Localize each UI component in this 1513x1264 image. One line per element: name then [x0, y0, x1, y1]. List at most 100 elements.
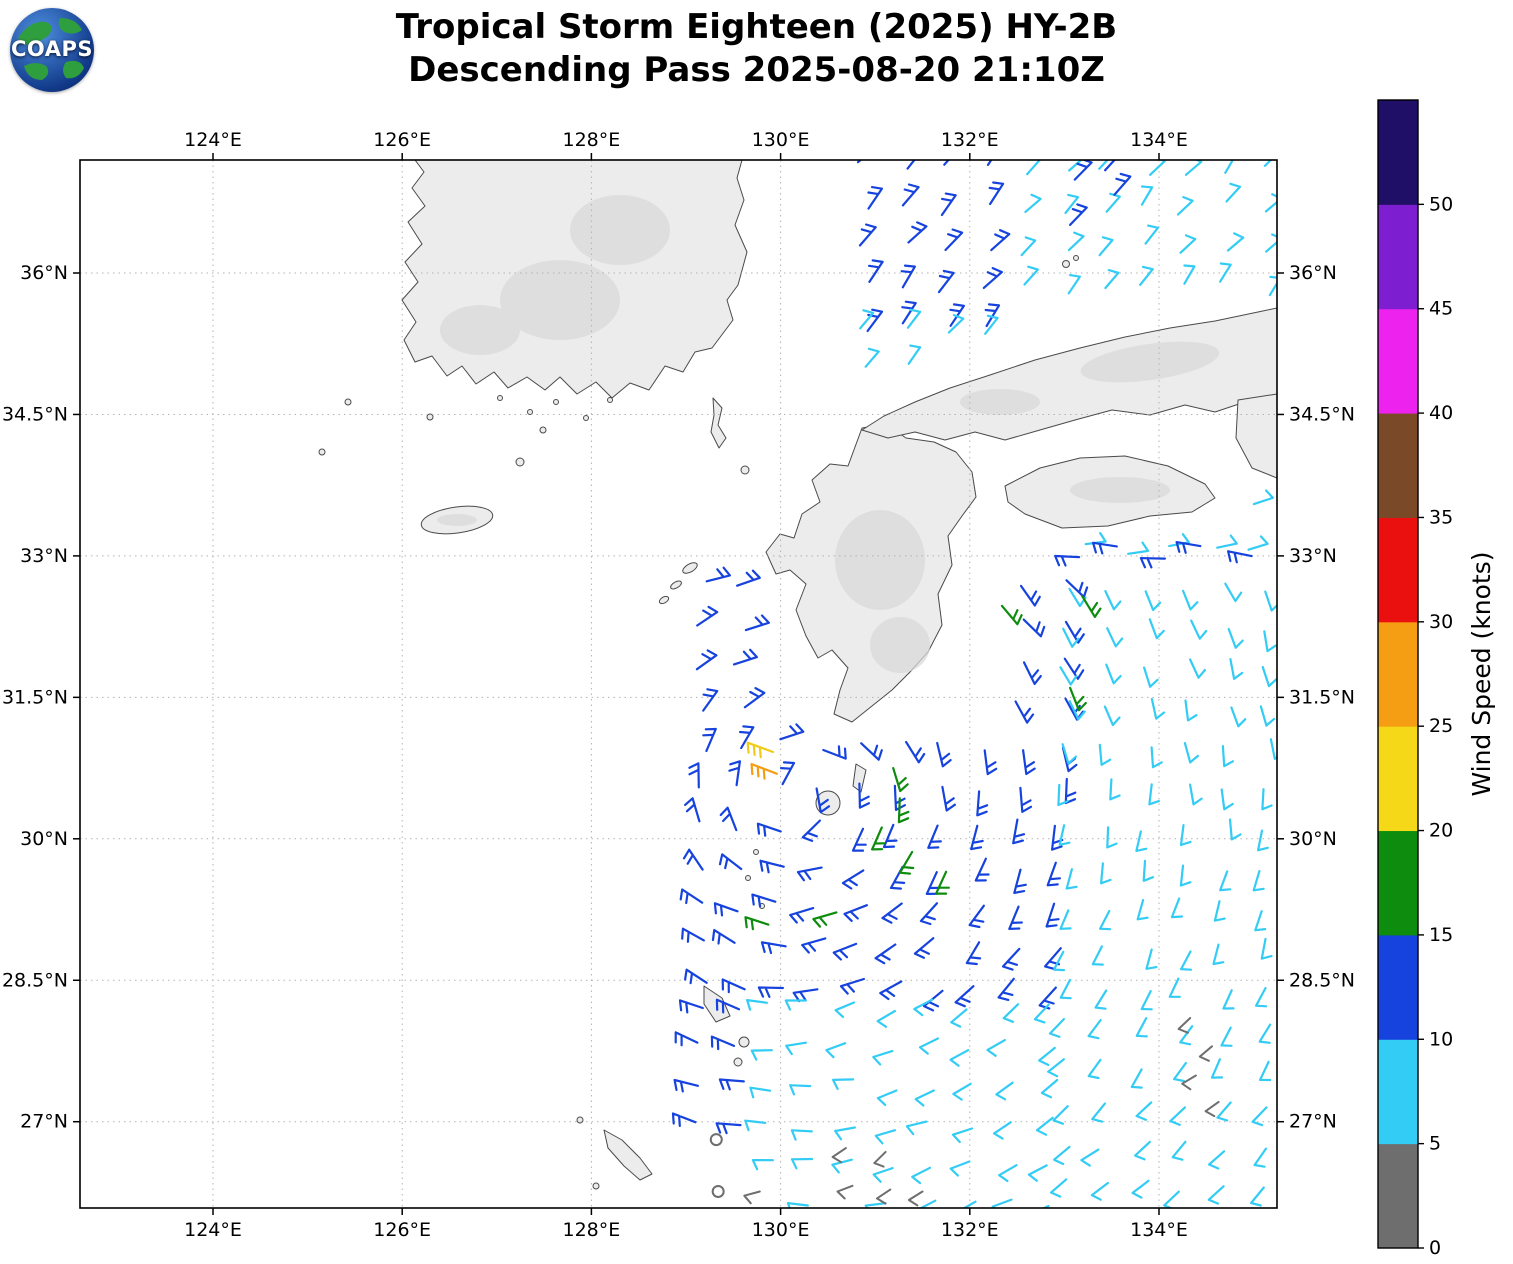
wind-barb — [882, 823, 898, 849]
colorbar-segment — [1378, 830, 1418, 936]
colorbar-segment — [1378, 1143, 1418, 1249]
wind-barb — [1087, 1019, 1102, 1040]
axis-tick-label: 33°N — [1289, 545, 1337, 567]
wind-barb — [1216, 1101, 1232, 1122]
wind-barb — [1104, 160, 1116, 172]
wind-barb — [678, 999, 704, 1014]
wind-barb — [1135, 1017, 1148, 1038]
axis-tick-label: 132°E — [941, 1219, 999, 1241]
wind-barb — [1143, 666, 1159, 688]
wind-barb — [679, 888, 704, 905]
wind-barb — [995, 1081, 1014, 1101]
wind-barb — [1258, 1023, 1272, 1044]
colorbar: 0 5 10 15 20 25 30 35 40 45 50 Wind Speed (knots) — [1377, 99, 1496, 1259]
wind-barb — [1000, 604, 1023, 626]
wind-barb — [1221, 745, 1234, 768]
axis-tick-label: 126°E — [373, 129, 431, 151]
wind-barb — [1047, 1058, 1065, 1078]
wind-barb — [937, 269, 955, 294]
wind-barb — [998, 1164, 1018, 1183]
wind-barb — [1059, 909, 1072, 930]
wind-barb — [1106, 826, 1118, 849]
wind-barb — [1087, 1058, 1102, 1080]
colorbar-tick-label: 5 — [1429, 1133, 1441, 1155]
wind-barb — [970, 824, 984, 851]
wind-barb — [911, 1166, 932, 1185]
wind-barb — [1216, 534, 1238, 549]
wind-barb — [927, 824, 942, 849]
wind-barb — [736, 569, 761, 587]
wind-barb — [1131, 1179, 1150, 1199]
wind-barb — [1210, 1058, 1224, 1079]
wind-barb — [1130, 1068, 1143, 1089]
axis-tick-label: 134°E — [1130, 1219, 1188, 1241]
wind-barb — [1048, 1018, 1065, 1038]
wind-barb — [962, 1200, 977, 1208]
wind-barb — [1264, 193, 1277, 213]
wind-barb — [801, 937, 827, 954]
wind-barb — [1212, 943, 1225, 966]
wind-barb — [1139, 265, 1154, 286]
wind-barb — [947, 314, 965, 334]
wind-barb — [907, 221, 928, 244]
wind-barb — [991, 1198, 1013, 1208]
wind-barb — [749, 1209, 769, 1218]
wind-barb — [1099, 909, 1112, 931]
wind-barb — [1050, 1178, 1068, 1198]
wind-barb — [1250, 1186, 1265, 1207]
wind-barb — [1081, 595, 1102, 618]
wind-barb — [872, 1049, 894, 1066]
wind-barb — [1204, 1100, 1220, 1118]
wind-barb — [718, 1078, 745, 1091]
wind-barb — [1171, 1140, 1187, 1161]
wind-barb — [744, 1119, 767, 1132]
wind-barb — [1257, 829, 1269, 852]
wind-barb — [1113, 172, 1132, 196]
wind-barb — [874, 943, 897, 965]
colorbar-segment — [1378, 934, 1418, 1040]
wind-barb — [728, 760, 741, 787]
wind-barb — [671, 1112, 697, 1127]
wind-barb — [789, 907, 815, 924]
axis-tick-label: 130°E — [752, 1219, 810, 1241]
wind-barb — [702, 727, 717, 753]
wind-barb — [986, 1039, 1006, 1057]
wind-barb — [743, 687, 766, 709]
wind-barb — [864, 1202, 887, 1208]
wind-barb — [721, 978, 746, 994]
wind-barb — [901, 300, 917, 325]
wind-barb — [1140, 185, 1154, 206]
colorbar-tick-label: 0 — [1429, 1237, 1441, 1259]
wind-barb — [944, 228, 964, 252]
wind-barb — [1140, 990, 1153, 1011]
wind-barb — [914, 1089, 935, 1107]
wind-barb — [1226, 232, 1245, 252]
wind-barb — [1176, 196, 1194, 216]
wind-barb — [1247, 535, 1269, 551]
wind-barb — [713, 902, 739, 917]
wind-barb — [1033, 1003, 1050, 1024]
wind-barb — [746, 741, 775, 759]
wind-barb — [1069, 686, 1087, 712]
wind-barb — [792, 988, 819, 1003]
wind-barb — [860, 742, 883, 761]
wind-barb — [898, 850, 915, 875]
wind-barb — [1067, 231, 1085, 252]
wind-barb — [993, 1121, 1012, 1140]
wind-barb — [949, 1160, 971, 1177]
colorbar-tick-label: 40 — [1429, 402, 1453, 424]
wind-barb — [790, 1129, 813, 1141]
wind-barb — [1224, 160, 1235, 174]
wind-barb — [1148, 618, 1165, 640]
wind-barb — [1065, 579, 1089, 598]
wind-barb — [968, 904, 985, 929]
land-yakushima — [815, 790, 841, 816]
wind-barb — [1180, 950, 1193, 971]
wind-barb — [1001, 947, 1021, 971]
wind-barb — [1222, 989, 1235, 1010]
wind-barb — [834, 1001, 856, 1018]
wind-barb — [1260, 937, 1273, 960]
axis-tick-label: 128°E — [563, 129, 621, 151]
wind-barb — [836, 1184, 854, 1200]
